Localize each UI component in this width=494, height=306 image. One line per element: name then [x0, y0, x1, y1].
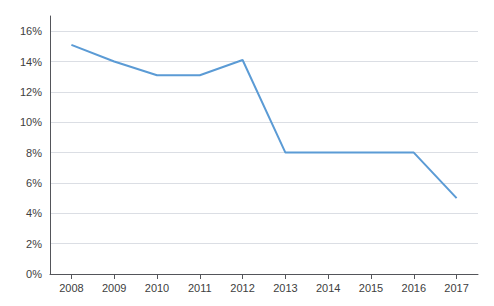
svg-text:2009: 2009 — [102, 282, 126, 294]
svg-text:12%: 12% — [20, 86, 42, 98]
svg-text:2010: 2010 — [145, 282, 169, 294]
svg-text:8%: 8% — [26, 147, 42, 159]
svg-text:2014: 2014 — [316, 282, 340, 294]
svg-text:4%: 4% — [26, 207, 42, 219]
svg-text:2015: 2015 — [359, 282, 383, 294]
svg-text:2013: 2013 — [273, 282, 297, 294]
svg-text:2016: 2016 — [402, 282, 426, 294]
svg-text:2%: 2% — [26, 238, 42, 250]
svg-text:6%: 6% — [26, 177, 42, 189]
svg-text:16%: 16% — [20, 25, 42, 37]
svg-text:2012: 2012 — [230, 282, 254, 294]
svg-text:2008: 2008 — [59, 282, 83, 294]
svg-text:2011: 2011 — [188, 282, 212, 294]
svg-text:14%: 14% — [20, 56, 42, 68]
svg-text:2017: 2017 — [444, 282, 468, 294]
svg-text:10%: 10% — [20, 116, 42, 128]
svg-text:0%: 0% — [26, 268, 42, 280]
